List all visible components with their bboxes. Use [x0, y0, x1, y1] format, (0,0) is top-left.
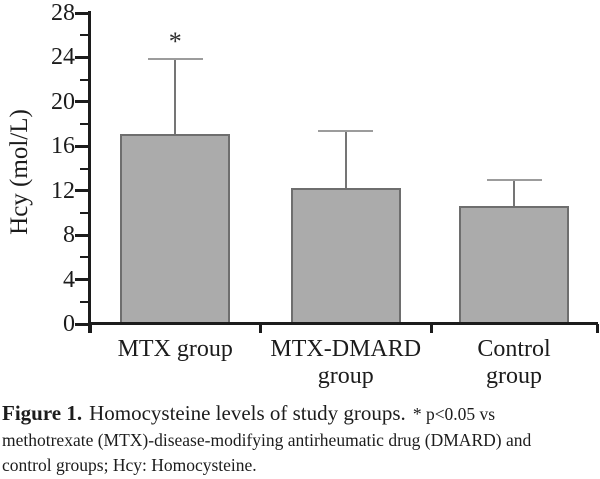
significance-asterisk: *: [168, 26, 182, 56]
y-major-tick: [75, 189, 88, 193]
x-axis-tick: [429, 324, 433, 333]
x-axis-tick: [88, 324, 92, 333]
y-minor-tick: [80, 78, 88, 81]
y-minor-tick: [80, 34, 88, 37]
y-tick-label: 4: [63, 266, 75, 293]
y-tick-label: 12: [51, 177, 75, 204]
x-category-label: group: [317, 363, 374, 389]
error-bar-cap: [486, 178, 542, 181]
hcy-bar-chart: Hcy (mol/L) 0 4 8 12 16 20 24 28 MTX group MTX-DM…: [6, 0, 599, 389]
caption-note-2: methotrexate (MTX)-disease-modifying ant…: [2, 430, 532, 450]
x-category-label: MTX group: [117, 336, 233, 362]
figure-caption: Figure 1. Homocysteine levels of study gr…: [2, 401, 598, 478]
x-category-label: MTX-DMARD: [270, 336, 422, 362]
error-bar-cap: [147, 57, 203, 60]
y-major-tick: [75, 278, 88, 282]
x-axis-tick: [595, 324, 599, 333]
error-bar-line: [513, 179, 515, 207]
y-tick-label: 20: [51, 88, 75, 115]
bar: [290, 188, 401, 322]
caption-note-3: control groups; Hcy: Homocysteine.: [2, 455, 257, 475]
y-tick-label: 28: [51, 0, 75, 26]
y-tick-label: 24: [51, 44, 75, 71]
y-minor-tick: [80, 123, 88, 126]
y-axis: [88, 11, 91, 333]
x-axis: [88, 322, 598, 325]
y-major-tick: [75, 144, 88, 148]
y-tick-label: 16: [51, 133, 75, 160]
y-tick-label: 0: [63, 311, 75, 337]
y-minor-tick: [80, 211, 88, 214]
caption-line-1: Figure 1. Homocysteine levels of study gr…: [2, 401, 598, 428]
x-axis-tick: [259, 324, 262, 333]
error-bar-line: [174, 58, 177, 135]
y-major-tick: [75, 100, 88, 104]
y-minor-tick: [80, 256, 88, 259]
x-category-label: Control: [477, 336, 551, 362]
y-major-tick: [75, 233, 88, 237]
x-category-label: group: [486, 363, 542, 389]
caption-note-1: * p<0.05 vs: [412, 404, 496, 424]
error-bar-cap: [318, 129, 374, 132]
bar: [120, 134, 231, 322]
error-bar-line: [344, 130, 347, 189]
y-tick-label: 8: [63, 222, 75, 249]
y-minor-tick: [80, 300, 88, 303]
y-minor-tick: [80, 167, 88, 170]
caption-title: Homocysteine levels of study groups.: [89, 401, 406, 425]
y-major-tick: [75, 322, 88, 326]
y-major-tick: [75, 55, 88, 59]
y-major-tick: [75, 11, 88, 15]
figure-label: Figure 1.: [2, 401, 83, 425]
bar: [459, 206, 569, 322]
